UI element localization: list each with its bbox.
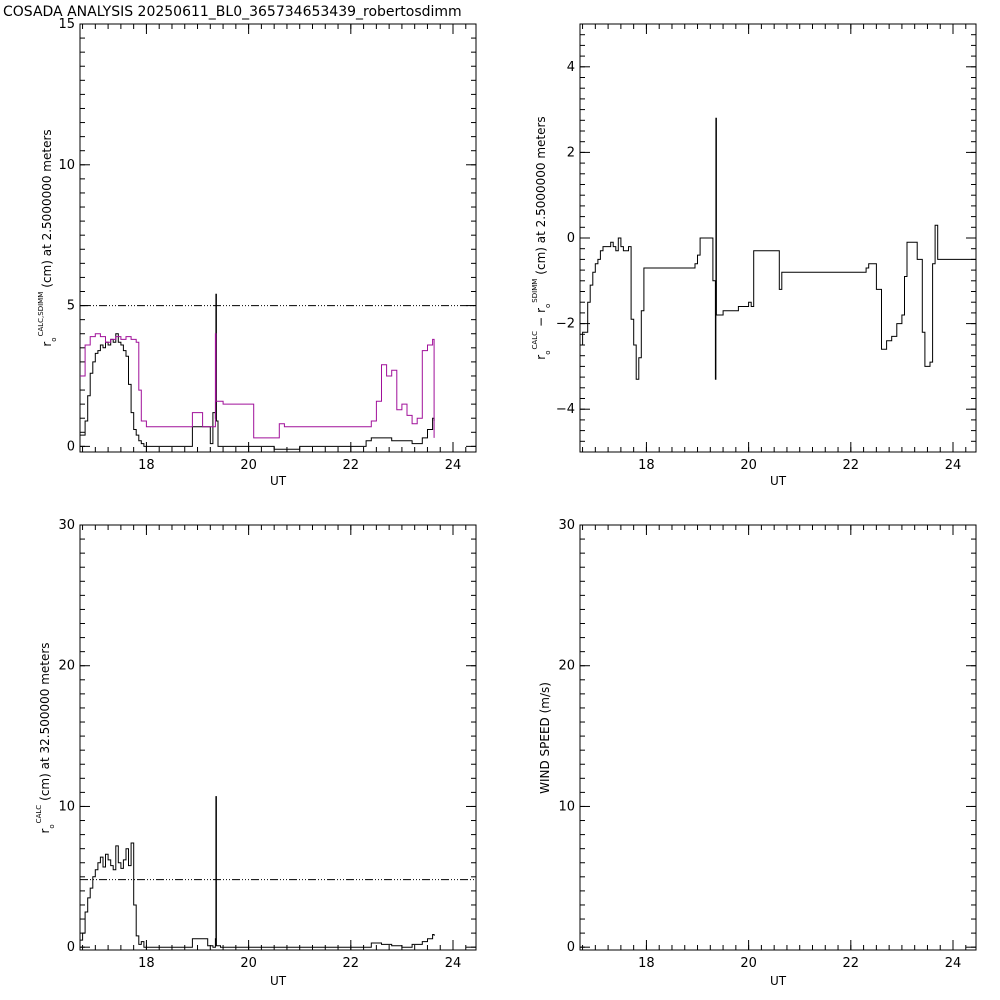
series-line-1 (80, 796, 435, 948)
x-tick-label: 24 (945, 458, 962, 473)
y-tick-label: 0 (567, 940, 575, 955)
x-tick-label: 20 (740, 458, 757, 473)
x-axis-label: UT (770, 474, 787, 488)
x-tick-label: 20 (240, 956, 257, 971)
x-tick-label: 20 (740, 956, 757, 971)
y-tick-label: 10 (558, 799, 575, 814)
x-tick-label: 24 (445, 458, 462, 473)
y-tick-label: 10 (58, 799, 75, 814)
y-label-text: (cm) at 2.5000000 meters (534, 116, 548, 274)
chart-bottom-right: 18 20 22 24 0 10 20 30 UT WIND SPEED (m/s) (538, 518, 977, 988)
y-axis-label: WIND SPEED (m/s) (538, 682, 552, 794)
y-tick-label: 20 (58, 659, 75, 674)
plot-frame (79, 23, 477, 453)
y-tick-label: 2 (567, 145, 575, 160)
y-label-o: o (50, 337, 58, 341)
y-label-superscript: CALC,SDIMM (37, 292, 45, 337)
x-tick-label: 22 (843, 458, 860, 473)
y-tick-label: 10 (58, 158, 75, 173)
x-tick-label: 24 (945, 956, 962, 971)
y-tick-label: 0 (67, 439, 75, 454)
y-axis-label: ro CALC,SDIMM (cm) at 2.5000000 meters (37, 129, 58, 346)
plot-area (80, 796, 476, 948)
plot-frame (579, 524, 977, 951)
series-line-2 (80, 333, 435, 439)
plot-area (580, 117, 977, 380)
plot-area (80, 293, 476, 450)
y-tick-label: −4 (556, 402, 575, 417)
x-axis-label: UT (270, 474, 287, 488)
x-tick-label: 22 (343, 956, 360, 971)
y-label-minus: − (534, 317, 548, 327)
page-title: COSADA ANALYSIS 20250611_BL0_36573465343… (3, 4, 462, 20)
x-tick-label: 22 (843, 956, 860, 971)
y-axis-label: ro CALC (cm) at 32.500000 meters (35, 642, 56, 833)
y-label-superscript-1: CALC (531, 331, 539, 350)
series-line-1 (80, 293, 435, 450)
y-tick-label: 0 (67, 940, 75, 955)
y-tick-label: 4 (567, 60, 575, 75)
x-tick-label: 22 (343, 458, 360, 473)
x-axis-label: UT (270, 974, 287, 988)
y-label-r: r (40, 342, 54, 347)
y-label-o1: o (544, 350, 552, 354)
x-tick-label: 18 (638, 956, 655, 971)
series-line-1 (580, 117, 977, 380)
chart-bottom-left: 18 20 22 24 0 10 20 30 UT ro CALC (cm) at 32.5000… (35, 518, 477, 988)
y-label-text: (cm) at 2.5000000 meters (40, 129, 54, 287)
y-tick-label: 5 (67, 299, 75, 314)
y-axis-label: roCALC−roSDIMM(cm) at 2.5000000 meters (531, 116, 552, 359)
y-tick-label: −2 (556, 317, 575, 332)
axis-ticks: 18 20 22 24 0 5 10 15 (58, 17, 476, 473)
y-label-o2: o (544, 304, 552, 308)
y-label-r: r (38, 829, 52, 834)
plot-frame (79, 524, 477, 951)
x-axis-label: UT (770, 974, 787, 988)
y-tick-label: 30 (558, 518, 575, 533)
axis-ticks: 18 20 22 24 0 10 20 30 (558, 518, 976, 971)
y-tick-label: 30 (58, 518, 75, 533)
y-label-r2: r (534, 308, 548, 313)
y-label-superscript: CALC (35, 805, 43, 824)
axis-ticks: 18 20 22 24 0 10 20 30 (58, 518, 476, 971)
y-label-o: o (48, 824, 56, 828)
y-tick-label: 20 (558, 659, 575, 674)
chart-top-left: 18 20 22 24 0 5 10 15 UT ro CALC,SDIMM (cm) at 2.… (37, 17, 477, 488)
y-label-superscript-2: SDIMM (531, 279, 539, 303)
y-tick-label: 0 (567, 231, 575, 246)
x-tick-label: 24 (445, 956, 462, 971)
plot-frame (579, 23, 977, 453)
x-tick-label: 18 (138, 956, 155, 971)
x-tick-label: 20 (240, 458, 257, 473)
y-label-text: (cm) at 32.500000 meters (38, 642, 52, 800)
y-label-r1: r (534, 355, 548, 360)
y-tick-label: 15 (58, 17, 75, 32)
x-tick-label: 18 (638, 458, 655, 473)
x-tick-label: 18 (138, 458, 155, 473)
